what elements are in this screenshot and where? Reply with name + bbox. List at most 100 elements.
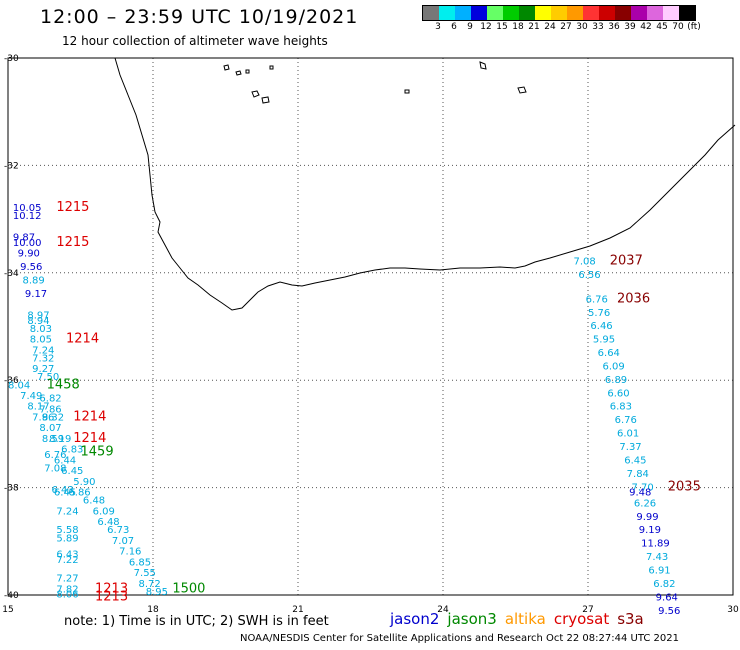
wave-height-label: 6.82 xyxy=(653,579,675,590)
legend-entry-cryosat: cryosat xyxy=(553,610,610,628)
pass-time-label: 1215 xyxy=(56,200,89,215)
pass-time-label: 2035 xyxy=(668,479,701,494)
wave-height-label: 6.45 xyxy=(54,488,76,499)
pass-time-label: 2036 xyxy=(617,291,650,306)
pass-time-label: 1458 xyxy=(47,377,80,392)
map-subtitle: 12 hour collection of altimeter wave hei… xyxy=(62,34,328,48)
wave-height-label: 6.76 xyxy=(615,415,637,426)
y-tick-label: -32 xyxy=(4,161,19,171)
color-scale xyxy=(422,5,696,21)
wave-height-label: 6.01 xyxy=(617,429,639,440)
wave-height-label: 8.94 xyxy=(27,316,49,327)
color-swatch xyxy=(679,6,695,20)
wave-height-label: 6.76 xyxy=(586,294,608,305)
pass-time-label: 1214 xyxy=(73,409,106,424)
wave-height-label: 7.82 xyxy=(56,584,78,595)
pass-time-label: 1215 xyxy=(56,235,89,250)
wave-height-label: 8.59 xyxy=(42,434,64,445)
grid-lines xyxy=(8,58,733,595)
x-tick-label: 30 xyxy=(727,605,739,615)
wave-height-label: 6.26 xyxy=(634,498,656,509)
wave-height-label: 7.86 xyxy=(39,404,61,415)
wave-height-label: 6.45 xyxy=(624,455,646,466)
wave-height-label: 7.84 xyxy=(627,469,649,480)
y-tick-label: -40 xyxy=(4,591,19,601)
y-tick-label: -30 xyxy=(4,54,19,64)
wave-height-label: 8.89 xyxy=(23,276,45,287)
color-swatch xyxy=(535,6,551,20)
wave-height-label: 6.45 xyxy=(61,466,83,477)
pass-time-label: 2037 xyxy=(610,254,643,269)
y-tick-label: -38 xyxy=(4,484,19,494)
pass-time-labels: 1215121512141458121412141459121312131500… xyxy=(47,200,701,604)
wave-height-label: 5.95 xyxy=(593,335,615,346)
color-swatch xyxy=(455,6,471,20)
wave-height-label: 6.64 xyxy=(598,348,620,359)
wave-height-label: 9.87 xyxy=(13,233,35,244)
wave-height-label: 6.86 xyxy=(68,488,90,499)
wave-height-label: 7.37 xyxy=(619,442,641,453)
wave-height-label: 7.49 xyxy=(20,391,42,402)
pass-time-label: 1500 xyxy=(172,581,205,596)
color-scale-label: 30 xyxy=(576,22,588,32)
color-scale-label: 42 xyxy=(640,22,652,32)
x-tick-label: 18 xyxy=(147,605,159,615)
wave-height-observations: 10.0510.129.8710.009.909.568.899.178.978… xyxy=(8,203,680,617)
pass-time-label: 1213 xyxy=(95,589,128,604)
color-swatch xyxy=(663,6,679,20)
y-tick-label: -34 xyxy=(4,269,19,279)
wave-height-label: 9.64 xyxy=(656,592,678,603)
color-scale-label: 45 xyxy=(656,22,668,32)
color-swatch xyxy=(583,6,599,20)
color-swatch xyxy=(551,6,567,20)
wave-height-label: 8.05 xyxy=(30,335,52,346)
color-scale-label: (ft) xyxy=(687,22,701,32)
wave-height-label: 7.50 xyxy=(37,372,59,383)
color-scale-label: 70 xyxy=(672,22,684,32)
wave-height-label: 9.90 xyxy=(18,249,40,260)
wave-height-label: 6.43 xyxy=(56,549,78,560)
wave-height-label: 11.89 xyxy=(641,539,670,550)
wave-height-label: 6.73 xyxy=(107,525,129,536)
wave-height-label: 7.96 xyxy=(32,412,54,423)
x-tick-label: 24 xyxy=(437,605,449,615)
wave-height-label: 7.16 xyxy=(119,547,141,558)
wave-height-label: 9.17 xyxy=(25,289,47,300)
legend-entry-jason2: jason2 xyxy=(390,610,440,628)
wave-height-label: 9.48 xyxy=(629,488,651,499)
coastline xyxy=(114,57,736,311)
wave-height-label: 5.90 xyxy=(73,477,95,488)
x-tick-label: 27 xyxy=(582,605,593,615)
wave-height-label: 8.07 xyxy=(39,423,61,434)
wave-height-label: 6.83 xyxy=(610,402,632,413)
wave-height-label: 7.08 xyxy=(574,257,596,268)
wave-height-label: 7.32 xyxy=(32,353,54,364)
wave-height-label: 8.32 xyxy=(42,412,64,423)
legend-entry-jason3: jason3 xyxy=(447,610,497,628)
color-swatch xyxy=(615,6,631,20)
color-swatch xyxy=(567,6,583,20)
pass-time-label: 1459 xyxy=(81,444,114,459)
pass-time-label: 1213 xyxy=(95,581,128,596)
wave-height-label: 6.56 xyxy=(578,270,600,281)
wave-height-label: 6.60 xyxy=(607,388,629,399)
color-swatch xyxy=(423,6,439,20)
wave-height-label: 8.97 xyxy=(27,310,49,321)
pass-time-label: 1214 xyxy=(66,332,99,347)
wave-height-label: 6.48 xyxy=(97,517,119,528)
wave-height-label: 9.99 xyxy=(636,512,658,523)
wave-height-label: 8.95 xyxy=(146,587,168,598)
wave-height-label: 6.48 xyxy=(83,496,105,507)
wave-height-label: 6.89 xyxy=(605,375,627,386)
color-swatch xyxy=(503,6,519,20)
longitude-tick-labels: 15 18 21 24 27 30 xyxy=(2,605,739,615)
color-scale-label: 6 xyxy=(451,22,457,32)
color-scale-label: 21 xyxy=(528,22,540,32)
wave-height-label: 6.83 xyxy=(61,445,83,456)
satellite-legend: jason2 jason3 altika cryosat s3a xyxy=(390,610,652,628)
wave-height-label: 9.56 xyxy=(20,262,42,273)
y-tick-label: -36 xyxy=(4,376,19,386)
wave-height-label: 7.08 xyxy=(44,463,66,474)
wave-height-label: 10.12 xyxy=(13,211,42,222)
